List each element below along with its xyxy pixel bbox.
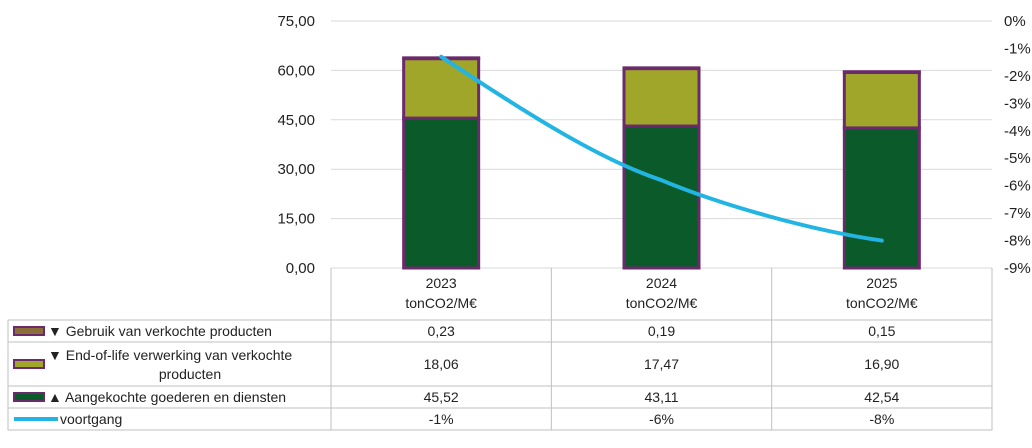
data-table-value: 0,15 <box>868 323 895 339</box>
y2-tick-label: -9% <box>1004 260 1031 277</box>
category-label: 2025 <box>866 275 897 291</box>
y2-tick-label: -8% <box>1004 233 1031 250</box>
bar-segment <box>622 124 701 270</box>
y-tick-label: 15,00 <box>277 211 315 228</box>
y2-tick-label: -3% <box>1004 95 1031 112</box>
data-table-value: 17,47 <box>644 356 679 372</box>
data-table-value: 45,52 <box>424 389 459 405</box>
data-table-value: -1% <box>429 411 454 427</box>
y2-tick-label: 0% <box>1004 13 1026 30</box>
legend-label: voortgang <box>60 411 122 427</box>
y-tick-label: 75,00 <box>277 13 315 30</box>
y-tick-label: 45,00 <box>277 112 315 129</box>
y-tick-label: 60,00 <box>277 62 315 79</box>
bar-segment <box>622 66 701 71</box>
data-table-value: 18,06 <box>424 356 459 372</box>
data-table-value: 43,11 <box>645 389 679 405</box>
bar-segment <box>842 126 921 270</box>
bar-segment <box>402 57 481 120</box>
y2-tick-label: -2% <box>1004 68 1031 85</box>
legend-key <box>13 326 45 336</box>
data-table-value: -8% <box>869 411 894 427</box>
data-table-value: -6% <box>649 411 674 427</box>
legend-label: ▼ Gebruik van verkochte producten <box>48 323 272 339</box>
y-tick-label: 0,00 <box>286 260 315 277</box>
category-unit-label: tonCO2/M€ <box>846 295 918 311</box>
bar-segment <box>842 70 921 75</box>
category-unit-label: tonCO2/M€ <box>405 295 477 311</box>
legend-label: ▼ End-of-life verwerking van verkochte <box>48 347 292 363</box>
y2-tick-label: -5% <box>1004 150 1031 167</box>
legend-key <box>13 392 45 402</box>
data-table-value: 0,19 <box>648 323 675 339</box>
category-label: 2024 <box>646 275 677 291</box>
data-table-value: 0,23 <box>428 323 455 339</box>
y2-tick-label: -4% <box>1004 123 1031 140</box>
data-table-value: 42,54 <box>864 389 899 405</box>
series-line <box>439 54 884 243</box>
category-unit-label: tonCO2/M€ <box>626 295 698 311</box>
bar-segment <box>842 70 921 130</box>
bar-segment <box>402 116 481 270</box>
y2-tick-label: -7% <box>1004 205 1031 222</box>
category-label: 2023 <box>426 275 457 291</box>
y2-tick-label: -1% <box>1004 40 1031 57</box>
y-tick-label: 30,00 <box>277 161 315 178</box>
legend-label: ▲ Aangekochte goederen en diensten <box>48 389 286 405</box>
legend-label: producten <box>159 366 221 382</box>
y2-tick-label: -6% <box>1004 178 1031 195</box>
bar-segment <box>622 66 701 128</box>
data-table-value: 16,90 <box>864 356 899 372</box>
legend-key <box>13 359 45 369</box>
